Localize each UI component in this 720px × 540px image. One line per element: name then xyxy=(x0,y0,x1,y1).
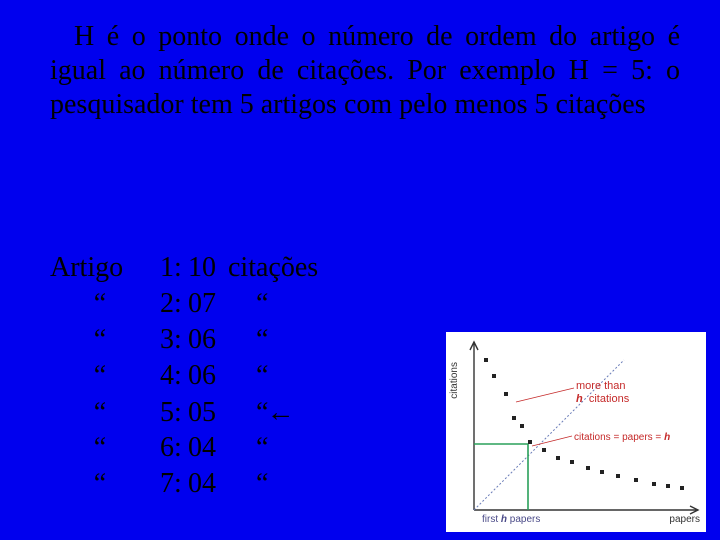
label-citations-eq-papers: citations = papers = h xyxy=(574,432,670,443)
col-citacoes: citações xyxy=(228,252,338,284)
col-colon: : xyxy=(174,288,188,320)
col-value: 06 xyxy=(188,324,228,356)
col-index: 7 xyxy=(150,468,174,500)
arrow-left-icon: ← xyxy=(266,396,294,427)
article-row: “2: 07 “ xyxy=(50,288,338,324)
col-value: 06 xyxy=(188,360,228,392)
col-index: 5 xyxy=(150,397,174,429)
article-row: “6: 04 “ xyxy=(50,432,338,468)
col-artigo: Artigo xyxy=(50,252,150,284)
col-citacoes: “ xyxy=(228,360,338,392)
intro-paragraph: H é o ponto onde o número de ordem do ar… xyxy=(50,20,680,122)
col-colon: : xyxy=(174,252,188,284)
col-artigo: “ xyxy=(50,468,150,500)
article-row: Artigo1: 10 citações xyxy=(50,252,338,288)
col-artigo: “ xyxy=(50,324,150,356)
col-citacoes: “ xyxy=(228,468,338,500)
col-citacoes: “ xyxy=(228,324,338,356)
col-index: 1 xyxy=(150,252,174,284)
col-value: 05 xyxy=(188,397,228,429)
col-citacoes: “← xyxy=(228,396,338,429)
col-colon: : xyxy=(174,432,188,464)
h-index-chart: citations more than h citations citation… xyxy=(446,332,706,532)
col-artigo: “ xyxy=(50,397,150,429)
article-row: “4: 06 “ xyxy=(50,360,338,396)
col-artigo: “ xyxy=(50,288,150,320)
col-citacoes: “ xyxy=(228,432,338,464)
article-row: “3: 06 “ xyxy=(50,324,338,360)
col-index: 4 xyxy=(150,360,174,392)
x-axis-label: papers xyxy=(669,514,700,525)
col-colon: : xyxy=(174,324,188,356)
article-row: “5: 05 “← xyxy=(50,396,338,432)
col-colon: : xyxy=(174,397,188,429)
col-index: 2 xyxy=(150,288,174,320)
col-value: 04 xyxy=(188,468,228,500)
col-index: 6 xyxy=(150,432,174,464)
col-index: 3 xyxy=(150,324,174,356)
y-axis-label: citations xyxy=(449,362,460,399)
article-row: “7: 04 “ xyxy=(50,468,338,504)
label-more-than-h: more than h citations xyxy=(576,380,629,405)
col-colon: : xyxy=(174,468,188,500)
col-colon: : xyxy=(174,360,188,392)
col-value: 10 xyxy=(188,252,228,284)
col-artigo: “ xyxy=(50,432,150,464)
col-citacoes: “ xyxy=(228,288,338,320)
col-value: 04 xyxy=(188,432,228,464)
label-first-h-papers: first h papers xyxy=(482,514,540,525)
col-artigo: “ xyxy=(50,360,150,392)
col-value: 07 xyxy=(188,288,228,320)
articles-list: Artigo1: 10 citações “2: 07 “ “3: 06 “ “… xyxy=(50,252,338,504)
